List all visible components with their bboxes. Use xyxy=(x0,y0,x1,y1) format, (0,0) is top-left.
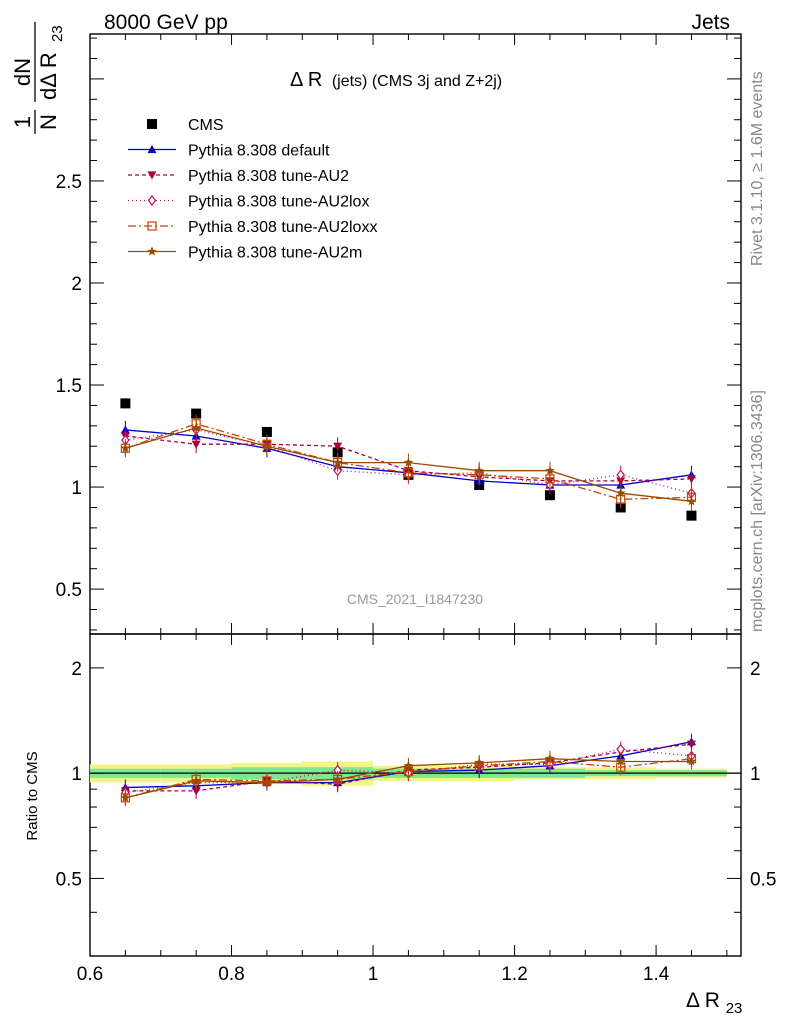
ratio-point xyxy=(615,756,626,766)
legend-entry: Pythia 8.308 default xyxy=(128,143,330,160)
plot-title: Δ R (jets) (CMS 3j and Z+2j) xyxy=(290,69,502,91)
legend-marker xyxy=(147,195,157,206)
x-tick-label: 1.2 xyxy=(501,964,527,985)
y-axis-label-dn: dN xyxy=(10,58,35,86)
x-axis-label: Δ R 23 xyxy=(686,989,742,1017)
analysis-watermark: CMS_2021_I1847230 xyxy=(347,591,483,607)
y-axis-label-denominator: dΔ R xyxy=(36,52,61,100)
x-tick-label: 1.4 xyxy=(643,964,670,985)
ratio-plot-frame xyxy=(89,633,742,957)
data-point xyxy=(616,469,625,481)
data-point xyxy=(686,475,696,484)
legend-entry: Pythia 8.308 tune-AU2loxx xyxy=(128,219,377,236)
legend-marker xyxy=(147,171,157,180)
legend-entry: Pythia 8.308 tune-AU2m xyxy=(128,245,362,262)
legend-label: Pythia 8.308 tune-AU2 xyxy=(188,168,349,185)
ratio-series-layer xyxy=(120,733,697,806)
data-point xyxy=(332,457,343,467)
ratio-point xyxy=(686,756,697,766)
ratio-point xyxy=(191,787,201,796)
legend-marker xyxy=(147,119,157,129)
legend-entry: Pythia 8.308 tune-AU2lox xyxy=(128,194,369,211)
data-point xyxy=(686,510,697,521)
ratio-y-tick-label: 0.5 xyxy=(56,869,82,890)
x-tick-label: 0.6 xyxy=(77,964,103,985)
data-point xyxy=(120,443,131,453)
y-tick-label: 1 xyxy=(71,478,82,499)
ratio-line xyxy=(125,743,692,792)
legend-label: Pythia 8.308 tune-AU2m xyxy=(188,245,362,262)
ratio-point xyxy=(545,753,555,763)
data-point xyxy=(261,426,272,437)
legend-marker xyxy=(147,145,157,154)
legend-marker xyxy=(147,246,157,256)
ratio-y-tick-label-right: 1 xyxy=(750,764,761,785)
y-tick-label: 0.5 xyxy=(56,580,82,601)
ratio-y-tick-label-right: 0.5 xyxy=(750,869,776,890)
legend-marker xyxy=(147,221,157,231)
y-axis-label-one: 1 xyxy=(10,116,35,128)
y-tick-label: 2 xyxy=(71,274,82,295)
plot-title-suffix: (jets) (CMS 3j and Z+2j) xyxy=(332,73,502,90)
series-5 xyxy=(120,418,697,511)
data-point xyxy=(544,490,555,501)
data-point xyxy=(120,398,131,409)
ratio-y-tick-label: 2 xyxy=(71,659,82,680)
data-point xyxy=(191,440,201,449)
x-axis-label-main: Δ R xyxy=(686,989,720,1012)
y-axis-label-n: N xyxy=(36,114,61,130)
ratio-y-tick-label-right: 2 xyxy=(750,659,761,680)
ratio-point xyxy=(191,775,201,785)
ratio-point xyxy=(686,740,696,749)
legend-entry: CMS xyxy=(147,117,224,134)
x-tick-label: 1 xyxy=(368,964,379,985)
y-axis-label-sub: 23 xyxy=(49,25,66,42)
data-point xyxy=(474,465,484,475)
data-point xyxy=(686,496,697,506)
ratio-y-label: Ratio to CMS xyxy=(24,751,41,840)
ratio-point xyxy=(474,757,484,767)
legend-label: Pythia 8.308 default xyxy=(188,143,330,160)
header-right: Jets xyxy=(691,11,730,34)
rivet-label: Rivet 3.1.10, ≥ 1.6M events xyxy=(749,71,766,266)
ratio-point xyxy=(332,774,343,784)
legend-label: CMS xyxy=(188,117,224,134)
y-tick-label: 1.5 xyxy=(56,376,82,397)
ratio-y-tick-label: 1 xyxy=(71,764,82,785)
plot-title-main: Δ R xyxy=(290,69,322,91)
series-line xyxy=(125,429,692,494)
legend-entry: Pythia 8.308 tune-AU2 xyxy=(128,168,349,185)
legend: CMS Pythia 8.308 default Pythia 8.308 tune… xyxy=(128,117,377,262)
x-axis-label-sub: 23 xyxy=(726,1000,743,1017)
mcplots-label: mcplots.cern.ch [arXiv:1306.3436] xyxy=(749,390,766,632)
data-point xyxy=(191,422,201,432)
ratio-line xyxy=(125,758,692,799)
header-left: 8000 GeV pp xyxy=(104,11,228,34)
x-tick-label: 0.8 xyxy=(218,964,244,985)
ratio-point xyxy=(616,743,625,755)
legend-label: Pythia 8.308 tune-AU2lox xyxy=(188,194,369,211)
data-point xyxy=(615,488,626,498)
legend-label: Pythia 8.308 tune-AU2loxx xyxy=(188,219,377,236)
data-point xyxy=(333,442,343,451)
data-point xyxy=(403,457,414,467)
y-axis-label: 1 dN N dΔ R 23 xyxy=(10,22,66,134)
ratio-series-4 xyxy=(120,750,697,806)
ratio-point xyxy=(262,777,272,787)
axis-ticks: 0.6 0.8 1 1.2 1.4 0.5 1 1.5 2 2.5 0.5 0.5 1 1 2 2 xyxy=(56,34,776,985)
data-point xyxy=(262,441,272,451)
data-point xyxy=(191,408,202,419)
main-series-layer xyxy=(120,398,697,521)
y-tick-label: 2.5 xyxy=(56,172,82,193)
ratio-point xyxy=(120,792,131,802)
data-point xyxy=(545,465,555,475)
ratio-point xyxy=(403,760,414,770)
